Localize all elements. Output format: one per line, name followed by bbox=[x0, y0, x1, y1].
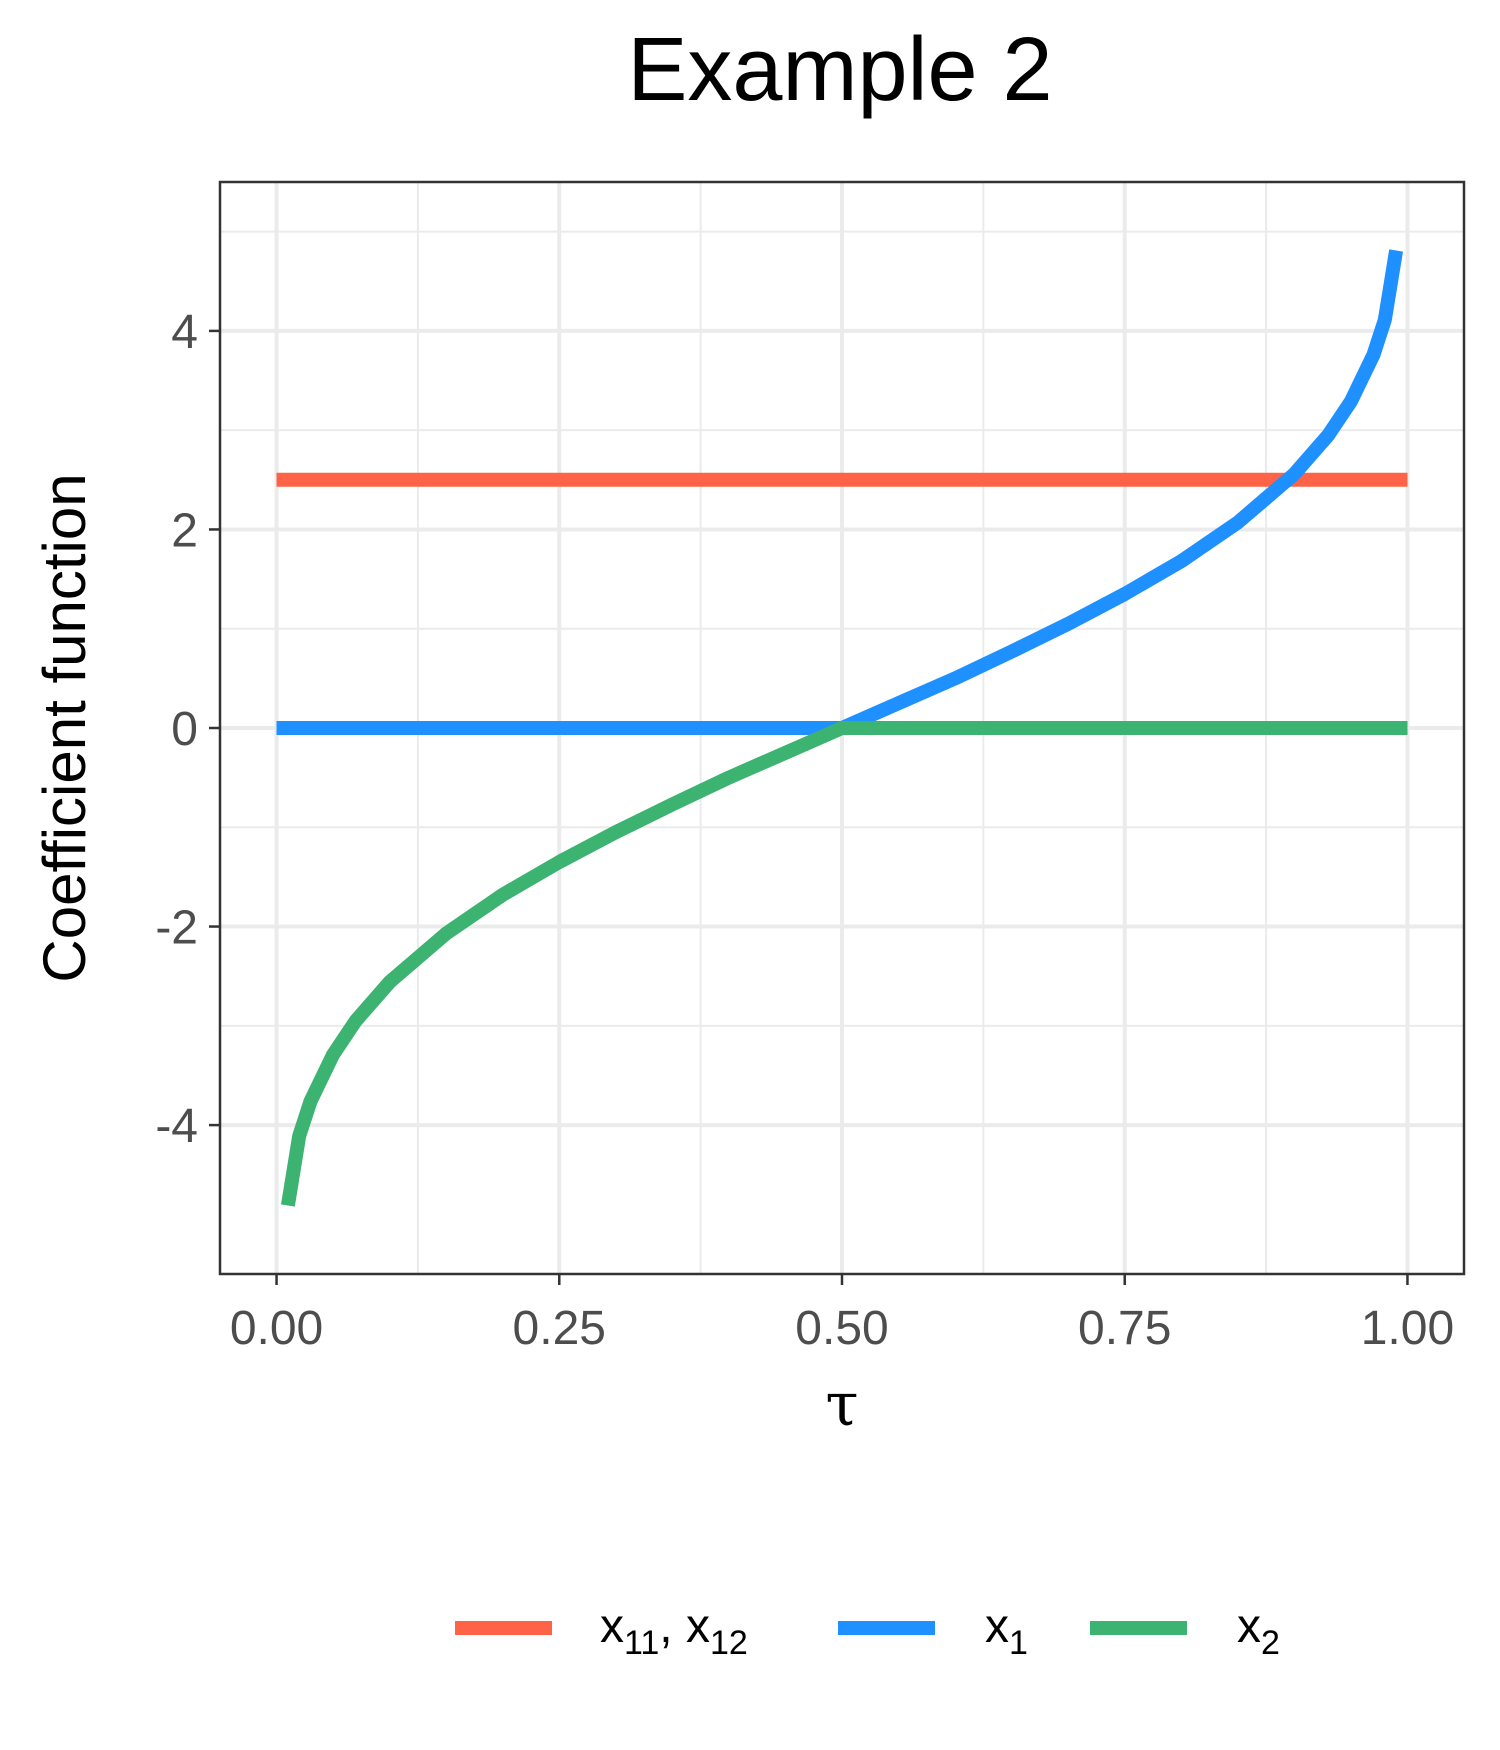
series-line-2 bbox=[276, 249, 1404, 735]
y-tick-label: -2 bbox=[155, 902, 198, 955]
x-tick-label: 0.75 bbox=[1078, 1302, 1171, 1355]
x-tick-label: 0.25 bbox=[513, 1302, 606, 1355]
legend-label-1: x11, x12 bbox=[600, 1600, 748, 1662]
y-tick-label: 0 bbox=[171, 703, 198, 756]
x-tick-label: 1.00 bbox=[1361, 1302, 1454, 1355]
y-axis-title: Coefficient function bbox=[31, 473, 98, 982]
legend: x11, x12 x1 x2 bbox=[455, 1600, 1280, 1662]
chart-title: Example 2 bbox=[627, 20, 1052, 120]
y-tick-label: 2 bbox=[171, 504, 198, 557]
legend-label-2: x1 bbox=[985, 1600, 1028, 1662]
series-line-3 bbox=[280, 721, 1408, 1207]
x-axis: 0.00 0.25 0.50 0.75 1.00 bbox=[230, 1274, 1454, 1355]
x-tick-label: 0.00 bbox=[230, 1302, 323, 1355]
y-tick-label: -4 bbox=[155, 1100, 198, 1153]
y-tick-label: 4 bbox=[171, 306, 198, 359]
series-layer bbox=[276, 249, 1408, 1207]
legend-label-3: x2 bbox=[1237, 1600, 1280, 1662]
x-tick-label: 0.50 bbox=[795, 1302, 888, 1355]
x-axis-title: τ bbox=[825, 1370, 858, 1440]
y-axis: -4 -2 0 2 4 bbox=[155, 306, 220, 1153]
